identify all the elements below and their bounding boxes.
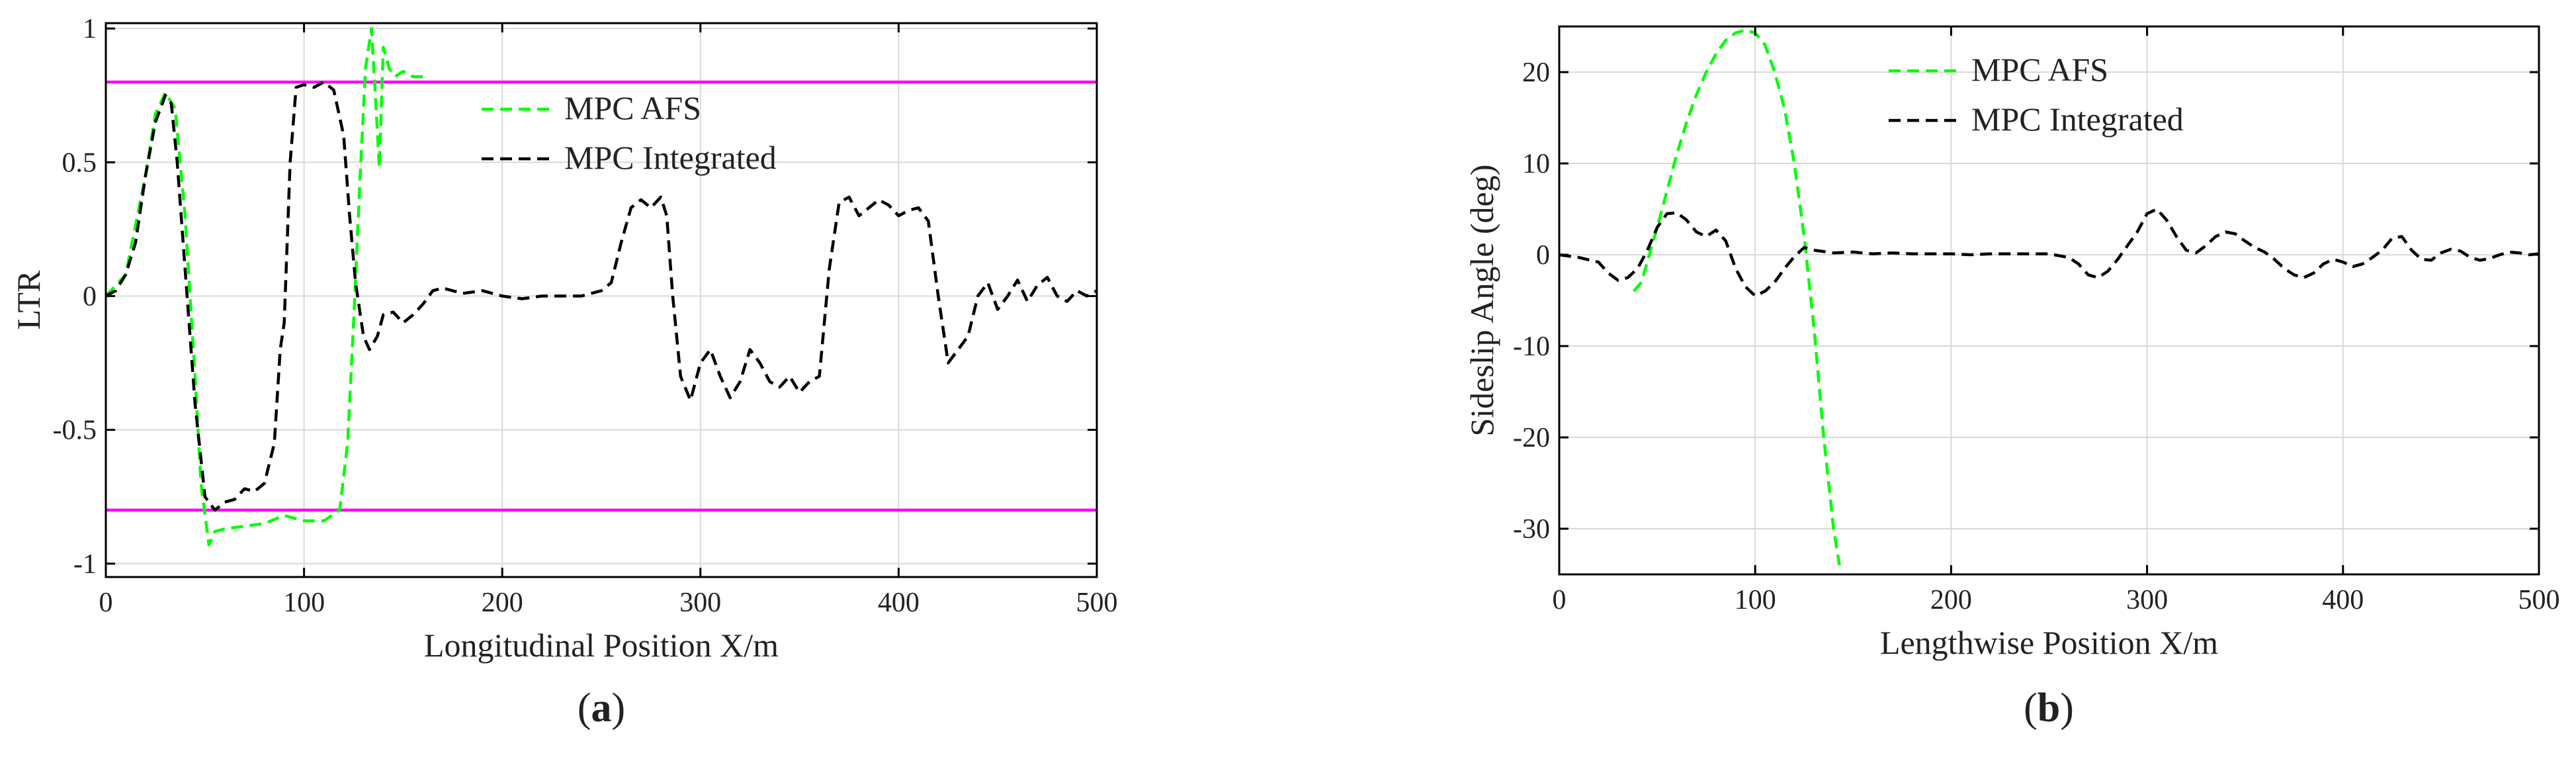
panel-caption: (b) (2024, 686, 2074, 731)
series-line-mpc-integrated (1559, 207, 2540, 298)
series-line-mpc-afs (1632, 28, 1841, 566)
y-tick-label: 1 (83, 14, 97, 44)
panel-caption: (a) (578, 686, 625, 731)
y-tick-label: -30 (1513, 514, 1550, 545)
legend-label: MPC AFS (564, 89, 701, 126)
y-tick-label: 10 (1522, 149, 1550, 179)
x-tick-label: 300 (2126, 585, 2168, 615)
x-tick-label: 100 (283, 588, 325, 618)
x-tick-label: 0 (99, 588, 113, 618)
x-tick-label: 100 (1735, 585, 1776, 615)
y-tick-label: 0 (1536, 240, 1550, 271)
y-axis-label: Sideslip Angle (deg) (1463, 164, 1500, 436)
x-tick-label: 0 (1553, 585, 1567, 615)
legend-label: MPC Integrated (1971, 101, 2184, 138)
x-tick-label: 500 (1076, 588, 1118, 618)
series-line-mpc-afs (105, 26, 423, 547)
y-axis-label: LTR (10, 270, 47, 330)
x-tick-label: 400 (878, 588, 920, 618)
plot-frame (105, 22, 1098, 578)
y-tick-label: -20 (1513, 423, 1550, 453)
x-axis-label: Lengthwise Position X/m (1880, 624, 2218, 661)
y-tick-label: 0.5 (62, 148, 97, 178)
y-tick-label: 20 (1522, 58, 1550, 88)
series-line-mpc-integrated (105, 80, 1098, 512)
x-tick-label: 200 (1930, 585, 1972, 615)
x-tick-label: 400 (2322, 585, 2364, 615)
y-tick-label: -0.5 (53, 416, 97, 446)
x-tick-label: 200 (482, 588, 523, 618)
y-tick-label: -10 (1513, 332, 1550, 362)
y-tick-label: -1 (73, 549, 97, 580)
legend-label: MPC Integrated (564, 139, 777, 176)
y-tick-label: 0 (83, 281, 97, 312)
panel-b: 0 100 200 300 400 500 -30 -20 -10 0 10 20 Lengthwise… (1463, 25, 2560, 731)
x-tick-label: 500 (2518, 585, 2560, 615)
x-tick-label: 300 (679, 588, 721, 618)
panel-a: 0 100 200 300 400 500 -1 -0.5 0 0.5 1 Longitudinal … (10, 14, 1118, 731)
plot-frame (1558, 25, 2540, 576)
legend-label: MPC AFS (1971, 51, 2108, 88)
x-axis-label: Longitudinal Position X/m (424, 627, 779, 664)
